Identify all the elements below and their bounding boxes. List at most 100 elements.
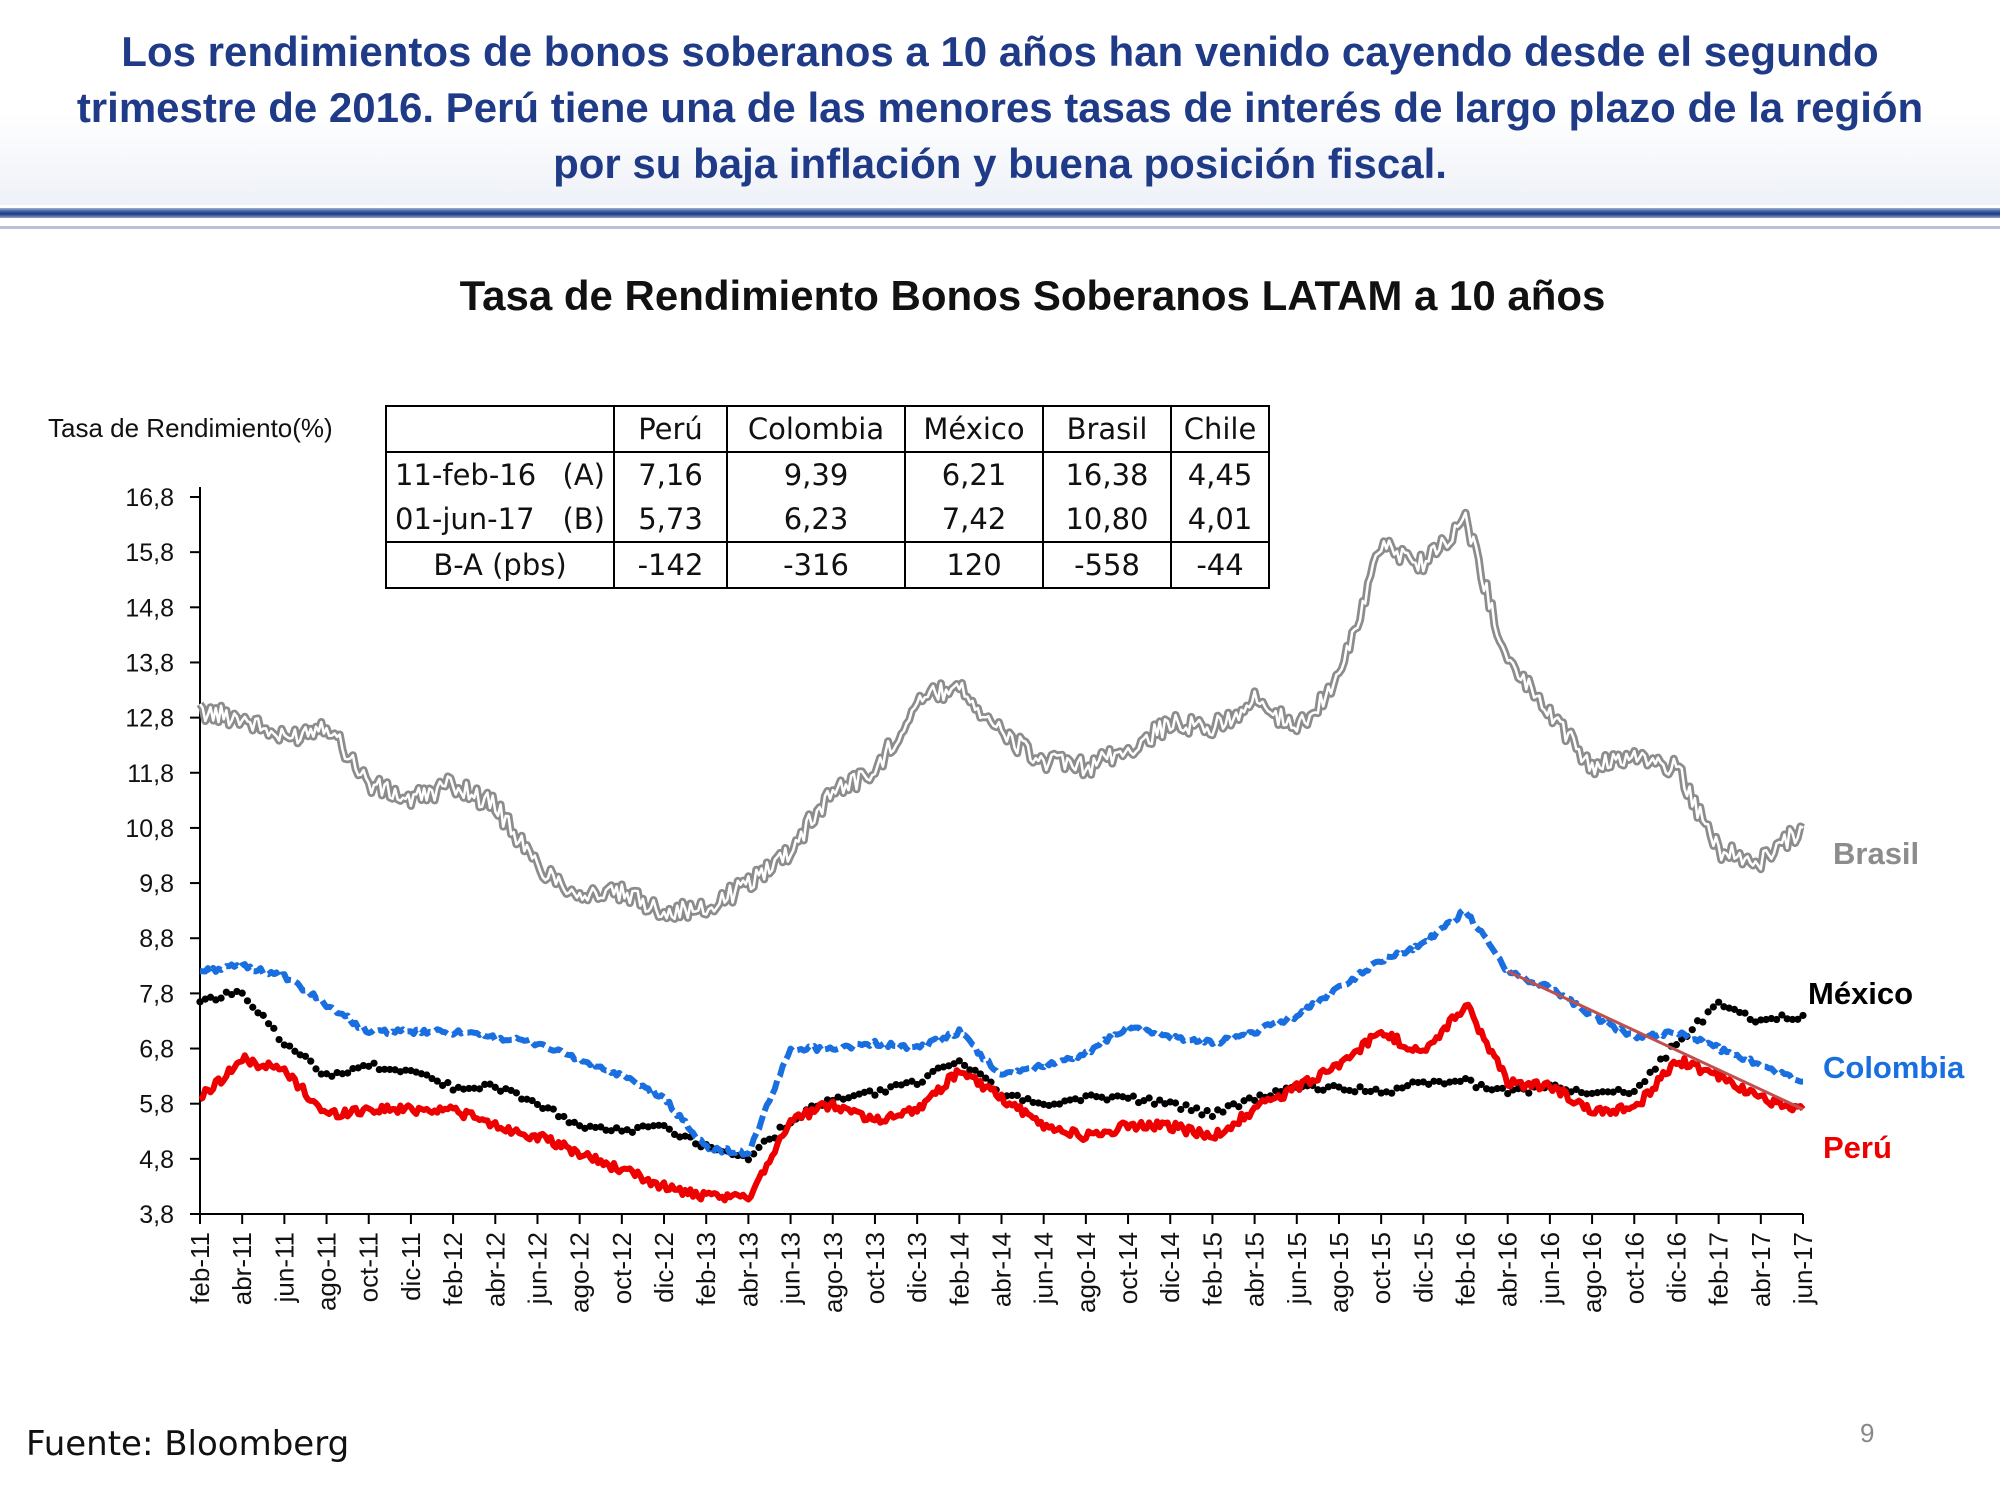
series-point-mexico [1113, 1092, 1122, 1100]
series-point-mexico [570, 1118, 578, 1126]
x-tick-label: abr-14 [987, 1232, 1017, 1307]
table-cell: 9,39 [726, 452, 906, 497]
series-point-mexico [539, 1104, 547, 1113]
series-point-mexico [597, 1123, 605, 1131]
series-point-mexico [744, 1156, 752, 1164]
header-divider [0, 208, 2000, 218]
table-row-tag: (B) [562, 502, 605, 536]
x-tick-label: feb-14 [944, 1232, 974, 1306]
series-point-mexico [365, 1062, 373, 1070]
x-tick-label: oct-12 [607, 1232, 637, 1304]
x-tick-label: dic-15 [1408, 1232, 1438, 1303]
x-tick-label: ago-12 [565, 1232, 595, 1313]
headline-text: Los rendimientos de bonos soberanos a 10… [76, 28, 1924, 187]
series-point-mexico [1572, 1085, 1580, 1094]
x-tick-label: oct-16 [1619, 1232, 1649, 1304]
table-col-header: Colombia [726, 405, 906, 453]
series-point-mexico [1467, 1076, 1475, 1084]
header-divider-thin [0, 226, 2000, 229]
series-point-mexico [866, 1087, 874, 1095]
table-col-header: Brasil [1042, 405, 1172, 453]
x-tick-label: abr-13 [733, 1232, 763, 1307]
series-point-mexico [1451, 1077, 1459, 1085]
y-tick-label: 7,8 [139, 980, 174, 1008]
series-point-mexico [1699, 1018, 1707, 1026]
series-point-mexico [1788, 1015, 1797, 1024]
series-point-mexico [1715, 998, 1723, 1006]
table-cell: 4,01 [1170, 497, 1270, 542]
series-point-mexico [1583, 1090, 1591, 1098]
series-point-mexico [950, 1060, 958, 1068]
series-point-mexico [264, 1020, 273, 1028]
series-point-mexico [1198, 1111, 1206, 1119]
table-col-header: México [904, 405, 1044, 453]
x-tick-label: jun-12 [522, 1232, 552, 1305]
table-cell: 7,42 [904, 497, 1044, 542]
table-cell: -558 [1042, 541, 1172, 589]
series-point-mexico [628, 1128, 636, 1136]
table-cell: 10,80 [1042, 497, 1172, 542]
series-point-mexico [238, 989, 246, 997]
y-tick-label: 15,8 [125, 539, 174, 567]
series-point-mexico [386, 1065, 394, 1074]
series-point-mexico [1319, 1086, 1327, 1094]
series-point-mexico [533, 1100, 542, 1109]
x-tick-label: feb-15 [1197, 1232, 1227, 1306]
series-point-mexico [755, 1143, 763, 1152]
x-tick-label: jun-16 [1535, 1232, 1565, 1305]
series-labels: Brasil México Colombia Perú [1808, 836, 1965, 1165]
series-point-mexico [370, 1059, 378, 1067]
series-point-mexico [1778, 1011, 1786, 1019]
series-point-mexico [1229, 1100, 1238, 1108]
trend-line [1507, 969, 1804, 1111]
x-tick-label: feb-16 [1451, 1232, 1481, 1306]
table-cell: 16,38 [1042, 452, 1172, 497]
series-point-mexico [655, 1121, 663, 1129]
x-tick-label: jun-17 [1788, 1232, 1818, 1305]
series-point-mexico [1372, 1085, 1380, 1093]
series-point-mexico [1477, 1080, 1485, 1089]
series-point-mexico [1156, 1096, 1164, 1104]
series-point-mexico [750, 1150, 758, 1158]
series-point-mexico [1709, 1003, 1717, 1011]
series-label-peru: Perú [1823, 1130, 1892, 1165]
x-tick-label: dic-11 [396, 1232, 426, 1301]
series-point-mexico [1193, 1104, 1201, 1112]
series-point-mexico [475, 1085, 484, 1093]
y-tick-label: 8,8 [139, 925, 174, 953]
x-tick-label: feb-17 [1704, 1232, 1734, 1306]
series-point-mexico [1794, 1015, 1802, 1023]
series-point-mexico [549, 1105, 557, 1113]
chart-title: Tasa de Rendimiento Bonos Soberanos LATA… [459, 272, 1606, 319]
source-note: Fuente: Bloomberg [26, 1424, 350, 1464]
series-point-mexico [1314, 1086, 1322, 1094]
series-point-mexico [307, 1057, 315, 1065]
x-tick-label: oct-13 [860, 1232, 890, 1304]
series-point-mexico [286, 1042, 294, 1050]
table-row-date: 01-jun-17 [395, 502, 535, 536]
series-point-mexico [1588, 1089, 1596, 1098]
table-row: 11-feb-16 (A) 7,16 9,39 6,21 16,38 4,45 [385, 452, 1270, 497]
series-point-mexico [918, 1078, 927, 1086]
chart-series [196, 508, 1807, 1204]
x-tick-label: jun-13 [776, 1232, 806, 1305]
series-point-mexico [1630, 1087, 1638, 1096]
series-point-mexico [512, 1089, 520, 1097]
series-point-mexico [375, 1065, 383, 1074]
series-point-mexico [270, 1024, 278, 1032]
series-point-mexico [1472, 1084, 1480, 1092]
series-point-mexico [560, 1112, 568, 1121]
y-tick-label: 6,8 [139, 1036, 174, 1064]
x-tick-label: ago-15 [1324, 1232, 1354, 1313]
y-tick-label: 16,8 [125, 484, 174, 512]
series-point-mexico [481, 1080, 489, 1089]
y-tick-label: 9,8 [139, 870, 174, 898]
series-point-mexico [438, 1081, 447, 1090]
series-point-mexico [301, 1052, 310, 1060]
series-point-mexico [1614, 1085, 1623, 1094]
slide-header: Los rendimientos de bonos soberanos a 10… [0, 0, 2000, 205]
series-point-mexico [1704, 1008, 1712, 1016]
x-tick-label: dic-13 [902, 1232, 932, 1303]
x-tick-label: dic-16 [1661, 1232, 1691, 1303]
